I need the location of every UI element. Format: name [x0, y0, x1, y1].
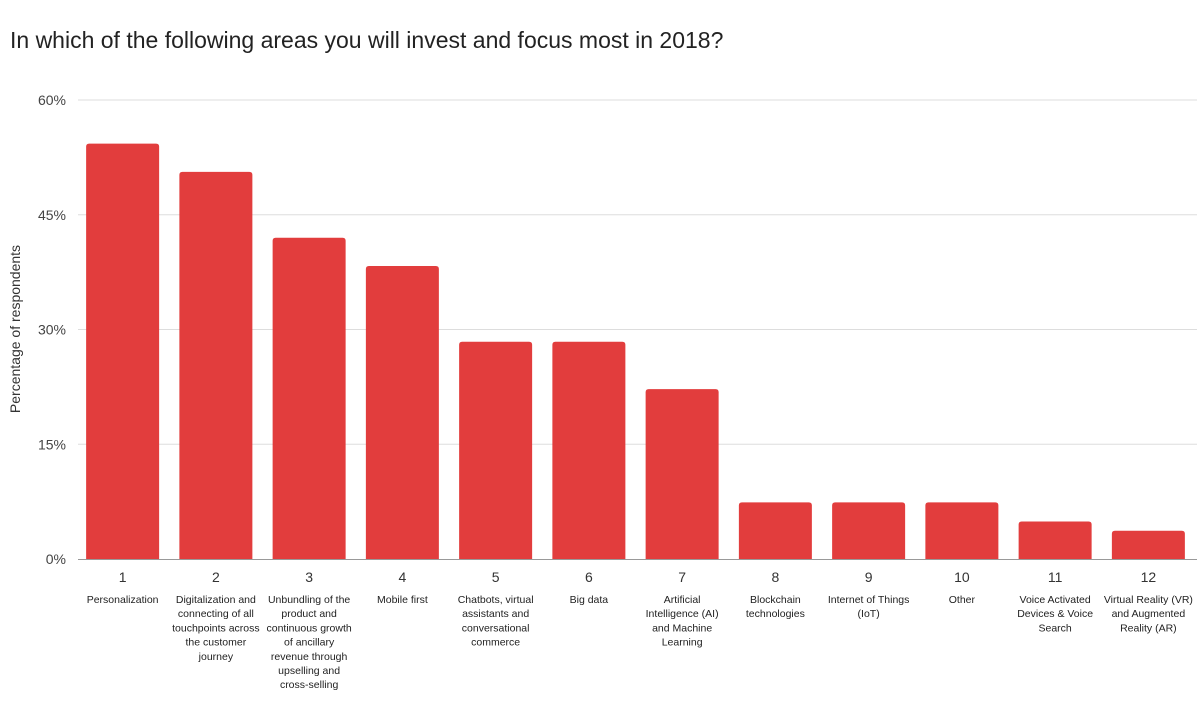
category-label: Personalization: [87, 594, 159, 606]
bar: [365, 266, 439, 559]
bar: [552, 341, 626, 559]
category-label: Big data: [570, 594, 609, 606]
x-tick-number: 4: [398, 569, 406, 585]
y-tick-label: 60%: [38, 92, 66, 108]
x-tick-number: 11: [1048, 569, 1063, 585]
category-label: Unbundling of the product and continuous g…: [267, 594, 352, 691]
x-tick-number: 9: [865, 569, 873, 585]
category-label: Virtual Reality (VR) and Augmented Reality…: [1104, 594, 1193, 634]
bar: [459, 341, 533, 559]
bar: [179, 171, 253, 559]
y-tick-label: 45%: [38, 207, 66, 223]
x-tick-number: 3: [305, 569, 313, 585]
bars: [86, 143, 1185, 560]
x-tick-number: 5: [492, 569, 500, 585]
bar: [738, 502, 812, 559]
y-tick-label: 15%: [38, 436, 66, 452]
y-axis-label: Percentage of respondents: [7, 245, 23, 413]
category-label: Other: [949, 594, 976, 606]
x-tick-number: 12: [1141, 569, 1157, 585]
category-label: Artificial Intelligence (AI) and Machine Le…: [646, 594, 719, 649]
x-axis: 1 Personalization 2 Digitalization and conne…: [78, 559, 1197, 691]
category-label: Chatbots, virtual assistants and conversat…: [458, 594, 534, 649]
x-tick-number: 6: [585, 569, 593, 585]
y-tick-label: 30%: [38, 322, 66, 338]
category-label: Mobile first: [377, 594, 428, 606]
bar: [832, 502, 906, 559]
bar: [925, 502, 999, 559]
x-tick-number: 7: [678, 569, 686, 585]
bar: [645, 389, 719, 559]
y-tick-label: 0%: [46, 551, 66, 567]
gridlines: [78, 99, 1197, 445]
category-label: Blockchain technologies: [746, 594, 805, 620]
bar: [1018, 521, 1092, 559]
bar: [86, 143, 160, 560]
chart-title: In which of the following areas you will…: [10, 27, 724, 53]
x-tick-number: 1: [119, 569, 127, 585]
bar: [272, 237, 346, 559]
x-tick-number: 10: [954, 569, 970, 585]
x-tick-number: 8: [771, 569, 779, 585]
category-label: Internet of Things (IoT): [828, 594, 910, 620]
category-label: Digitalization and connecting of all touch…: [172, 594, 260, 663]
bar: [1111, 530, 1185, 559]
category-label: Voice Activated Devices & Voice Search: [1017, 594, 1093, 634]
x-tick-number: 2: [212, 569, 220, 585]
y-axis-ticks: 0% 15% 30% 45% 60%: [38, 92, 66, 567]
